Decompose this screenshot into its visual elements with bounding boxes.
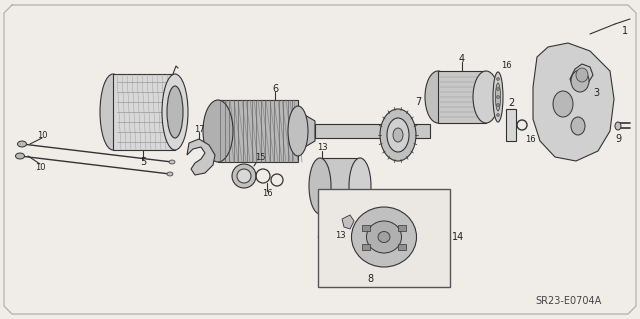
Ellipse shape (349, 158, 371, 214)
Ellipse shape (162, 74, 188, 150)
Polygon shape (315, 124, 430, 138)
Text: 8: 8 (367, 274, 373, 284)
Ellipse shape (309, 158, 331, 214)
Polygon shape (218, 100, 298, 162)
Text: 4: 4 (459, 54, 465, 64)
Ellipse shape (380, 109, 416, 161)
Polygon shape (533, 43, 614, 161)
Polygon shape (187, 139, 215, 175)
Ellipse shape (425, 71, 451, 123)
Bar (318, 189, 450, 287)
Polygon shape (570, 64, 593, 87)
Ellipse shape (473, 71, 499, 123)
Ellipse shape (497, 103, 499, 107)
Polygon shape (113, 74, 175, 150)
Ellipse shape (288, 106, 308, 156)
Ellipse shape (100, 74, 126, 150)
Text: 15: 15 (255, 153, 265, 162)
Ellipse shape (232, 164, 256, 188)
Ellipse shape (497, 78, 499, 80)
Ellipse shape (553, 91, 573, 117)
Ellipse shape (387, 118, 409, 152)
Text: 7: 7 (415, 97, 421, 107)
Ellipse shape (237, 169, 251, 183)
Ellipse shape (393, 128, 403, 142)
Ellipse shape (497, 95, 499, 99)
Polygon shape (438, 71, 486, 123)
Ellipse shape (497, 114, 499, 116)
Text: 3: 3 (593, 88, 599, 98)
Ellipse shape (493, 72, 503, 122)
Text: 9: 9 (615, 134, 621, 144)
Bar (362, 243, 370, 249)
Ellipse shape (167, 172, 173, 176)
Text: 16: 16 (525, 135, 535, 144)
Ellipse shape (351, 207, 417, 267)
Ellipse shape (576, 68, 588, 82)
Text: 16: 16 (262, 189, 272, 198)
Ellipse shape (17, 141, 26, 147)
Text: SR23-E0704A: SR23-E0704A (535, 296, 601, 306)
Ellipse shape (571, 117, 585, 135)
Text: 1: 1 (622, 26, 628, 36)
Text: 6: 6 (272, 84, 278, 94)
Text: 16: 16 (500, 61, 511, 70)
Text: 13: 13 (335, 232, 346, 241)
Ellipse shape (615, 122, 621, 130)
Text: 10: 10 (36, 130, 47, 139)
Ellipse shape (15, 153, 24, 159)
Text: 13: 13 (317, 144, 327, 152)
Bar (398, 243, 406, 249)
Bar (362, 225, 370, 231)
Ellipse shape (495, 83, 500, 111)
Polygon shape (506, 109, 516, 141)
Ellipse shape (367, 221, 401, 253)
Ellipse shape (169, 160, 175, 164)
Text: 5: 5 (140, 157, 146, 167)
Polygon shape (298, 111, 315, 151)
Polygon shape (342, 215, 354, 229)
Ellipse shape (167, 86, 183, 138)
Text: 10: 10 (35, 162, 45, 172)
Ellipse shape (203, 100, 233, 162)
Text: 2: 2 (508, 98, 514, 108)
Bar (398, 225, 406, 231)
Ellipse shape (378, 232, 390, 242)
Polygon shape (320, 158, 360, 214)
Text: 17: 17 (194, 124, 204, 133)
Ellipse shape (335, 219, 344, 228)
Ellipse shape (571, 70, 589, 92)
Ellipse shape (497, 87, 499, 91)
Text: 14: 14 (452, 232, 464, 242)
